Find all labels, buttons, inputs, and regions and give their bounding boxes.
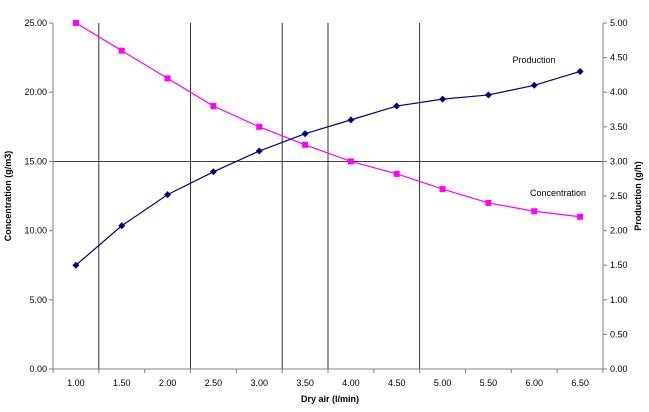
data-point-concentration <box>256 123 263 130</box>
y-axis-left-title: Concentration (g/m3) <box>3 151 13 242</box>
y-right-tick-label: 2.50 <box>610 191 628 201</box>
series-line-concentration <box>75 22 581 218</box>
y-right-tick-label: 2.00 <box>610 226 628 236</box>
data-point-concentration <box>531 208 538 215</box>
series-label-production: Production <box>512 55 555 65</box>
data-point-production <box>301 130 309 138</box>
series-line-production <box>75 70 581 266</box>
y-left-tick-label: 10.00 <box>24 226 47 236</box>
x-tick-label: 6.50 <box>571 378 589 388</box>
x-tick-label: 4.00 <box>342 378 360 388</box>
y-right-tick-label: 4.00 <box>610 87 628 97</box>
y-axis-right-title: Production (g/h) <box>633 161 643 231</box>
data-point-production <box>164 191 172 199</box>
x-tick-label: 2.00 <box>159 378 177 388</box>
data-point-production <box>72 261 80 269</box>
data-point-production <box>530 81 538 89</box>
data-point-production <box>209 168 217 176</box>
data-point-concentration <box>118 47 125 54</box>
y-right-tick-label: 4.50 <box>610 53 628 63</box>
axes <box>49 22 607 373</box>
data-point-production <box>576 67 584 75</box>
data-point-production <box>347 116 355 124</box>
x-tick-label: 5.00 <box>434 378 452 388</box>
data-point-concentration <box>485 199 492 206</box>
y-left-tick-label: 20.00 <box>24 87 47 97</box>
data-point-production <box>439 95 447 103</box>
x-tick-label: 2.50 <box>205 378 223 388</box>
grid-lines <box>53 23 603 369</box>
y-right-tick-label: 5.00 <box>610 18 628 28</box>
data-point-concentration <box>577 213 584 220</box>
y-right-tick-label: 0.50 <box>610 329 628 339</box>
x-tick-label: 6.00 <box>525 378 543 388</box>
data-point-concentration <box>439 186 446 193</box>
x-tick-label: 4.50 <box>388 378 406 388</box>
data-point-concentration <box>393 170 400 177</box>
data-point-concentration <box>72 20 79 26</box>
y-right-tick-label: 1.50 <box>610 260 628 270</box>
series <box>72 20 584 269</box>
y-left-tick-label: 5.00 <box>29 295 47 305</box>
data-point-concentration <box>302 141 309 148</box>
x-axis-title: Dry air (l/min) <box>301 394 359 404</box>
x-tick-label: 3.00 <box>250 378 268 388</box>
y-left-tick-label: 25.00 <box>24 18 47 28</box>
data-point-production <box>255 147 263 155</box>
x-tick-label: 1.00 <box>67 378 85 388</box>
data-point-production <box>484 91 492 99</box>
y-right-tick-label: 3.00 <box>610 156 628 166</box>
y-right-tick-label: 0.00 <box>610 364 628 374</box>
x-tick-label: 1.50 <box>113 378 131 388</box>
tick-labels: 0.00 5.00 10.00 15.00 20.00 25.00 0.00 0.50 1.00… <box>24 18 627 388</box>
y-right-tick-label: 3.50 <box>610 122 628 132</box>
data-point-concentration <box>210 103 217 110</box>
data-point-concentration <box>347 158 354 165</box>
x-tick-label: 5.50 <box>480 378 498 388</box>
x-tick-label: 3.50 <box>296 378 314 388</box>
y-left-tick-label: 15.00 <box>24 156 47 166</box>
data-point-production <box>393 102 401 110</box>
data-point-production <box>118 222 126 230</box>
y-left-tick-label: 0.00 <box>29 364 47 374</box>
series-label-concentration: Concentration <box>530 188 586 198</box>
data-point-concentration <box>164 75 171 82</box>
y-right-tick-label: 1.00 <box>610 295 628 305</box>
